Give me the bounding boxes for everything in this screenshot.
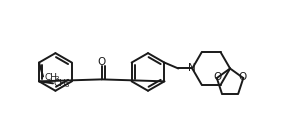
Text: CH: CH [54,79,67,88]
Text: O: O [98,57,106,67]
Text: 3: 3 [55,76,59,82]
Text: O: O [238,72,246,82]
Text: O: O [214,72,222,82]
Text: 3: 3 [64,82,69,88]
Text: N: N [188,63,196,73]
Text: CH: CH [44,73,57,82]
